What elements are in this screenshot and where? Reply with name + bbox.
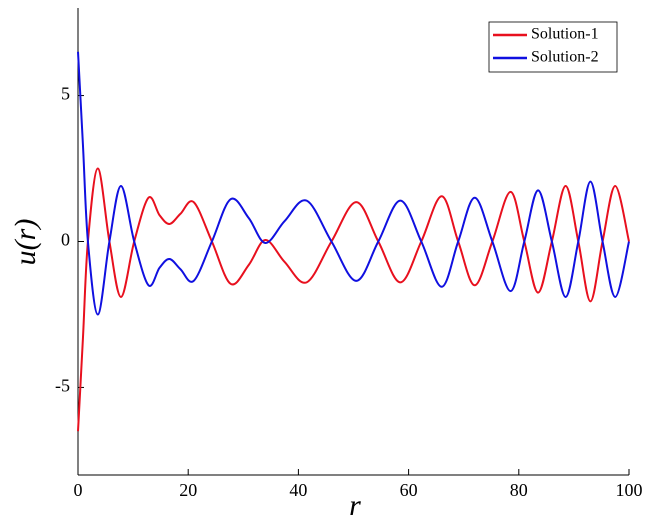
- x-tick-label: 40: [289, 480, 307, 500]
- legend-label: Solution-2: [531, 49, 599, 66]
- x-tick-label: 80: [510, 480, 528, 500]
- x-axis-label: r: [349, 489, 361, 521]
- line: [77, 51, 630, 316]
- y-tick-label: -5: [55, 376, 70, 396]
- x-tick-label: 60: [400, 480, 418, 500]
- line: [77, 167, 630, 432]
- y-tick-label: 5: [61, 84, 70, 104]
- x-tick-label: 20: [179, 480, 197, 500]
- x-tick-label: 0: [74, 480, 83, 500]
- legend-label: Solution-1: [531, 26, 599, 43]
- y-axis-label: u(r): [9, 219, 42, 266]
- y-tick-label: 0: [61, 230, 70, 250]
- x-tick-label: 100: [616, 480, 643, 500]
- legend-box: [488, 21, 618, 73]
